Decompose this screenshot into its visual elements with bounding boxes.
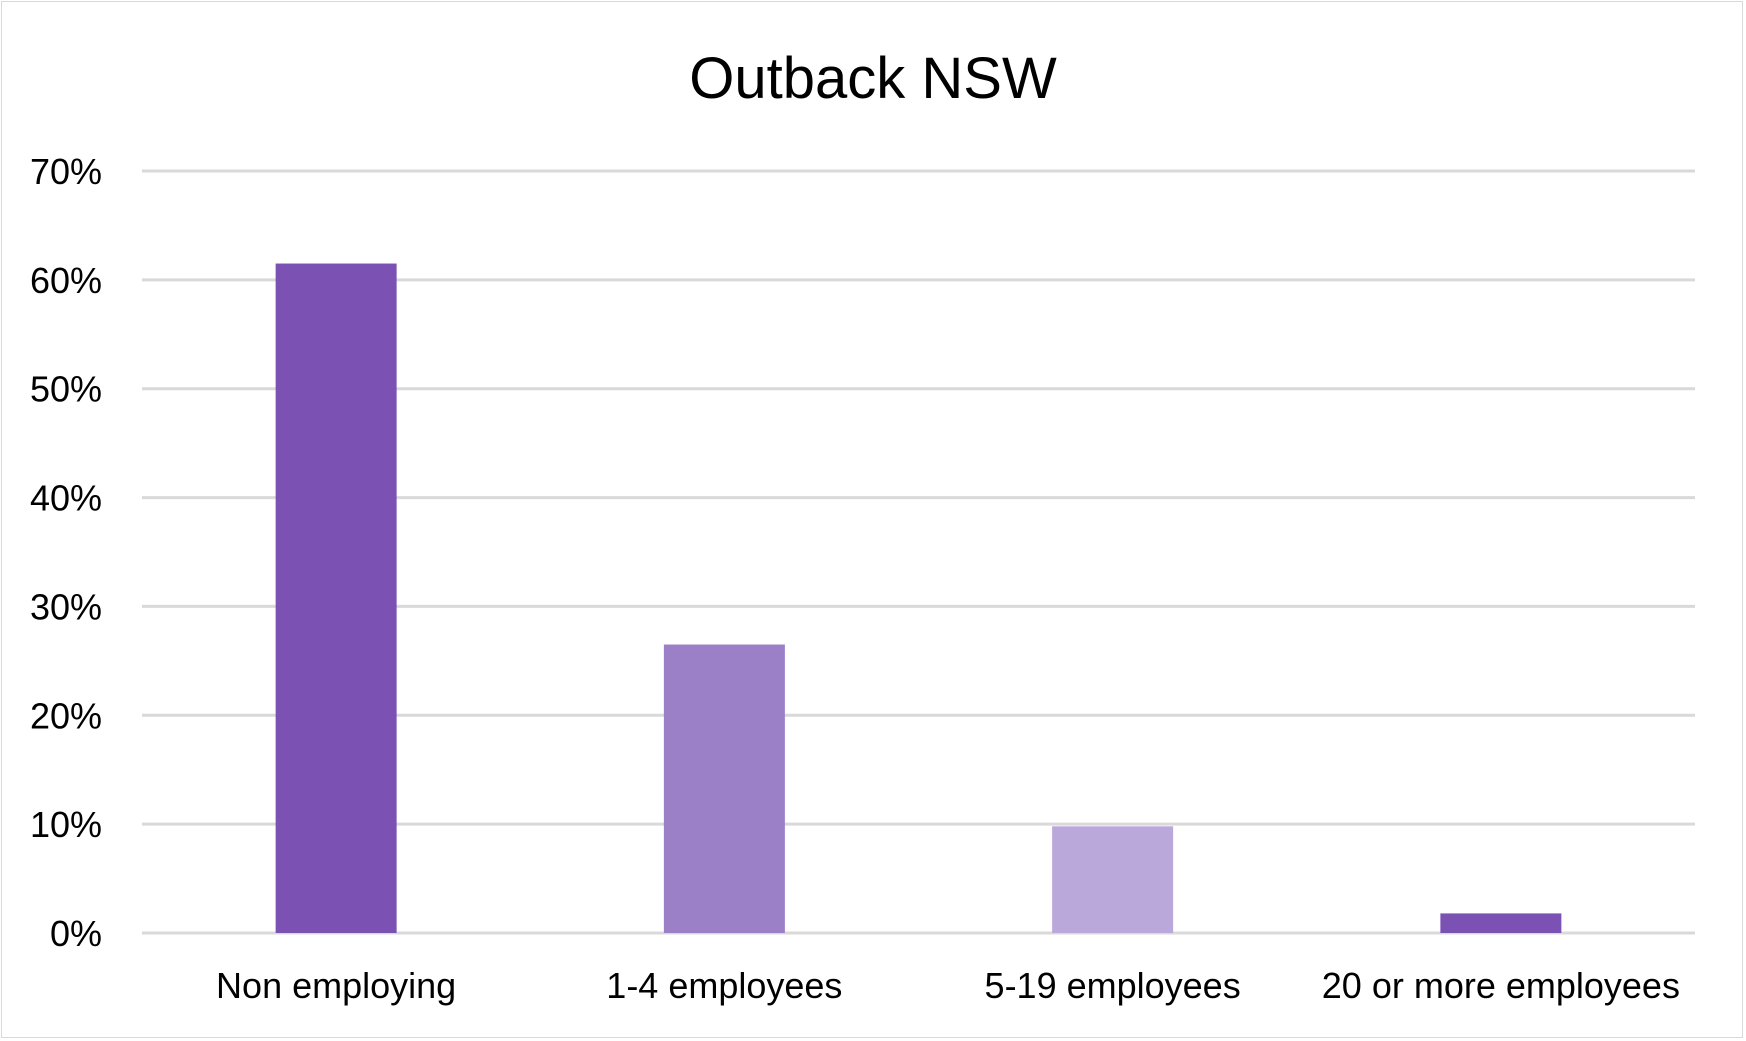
x-category-label: 5-19 employees [985,965,1241,1006]
bar [1440,913,1562,933]
y-tick-label: 70% [30,151,102,192]
gridlines [142,169,1695,935]
x-category-label: 20 or more employees [1322,965,1680,1006]
x-axis-category-labels: Non employing 1-4 employees 5-19 employees… [216,965,1680,1006]
y-tick-label: 30% [30,586,102,627]
y-tick-label: 10% [30,804,102,845]
x-category-label: 1-4 employees [606,965,842,1006]
y-tick-label: 50% [30,369,102,410]
y-tick-label: 20% [30,695,102,736]
y-tick-label: 40% [30,478,102,519]
x-category-label: Non employing [216,965,456,1006]
y-tick-label: 60% [30,260,102,301]
bar [1052,826,1174,933]
bars [275,263,1562,933]
y-tick-label: 0% [50,913,102,954]
bar [663,644,785,933]
bar [275,263,397,933]
chart-title: Outback NSW [689,46,1057,111]
y-axis-tick-labels: 0% 10% 20% 30% 40% 50% 60% 70% [30,151,102,954]
